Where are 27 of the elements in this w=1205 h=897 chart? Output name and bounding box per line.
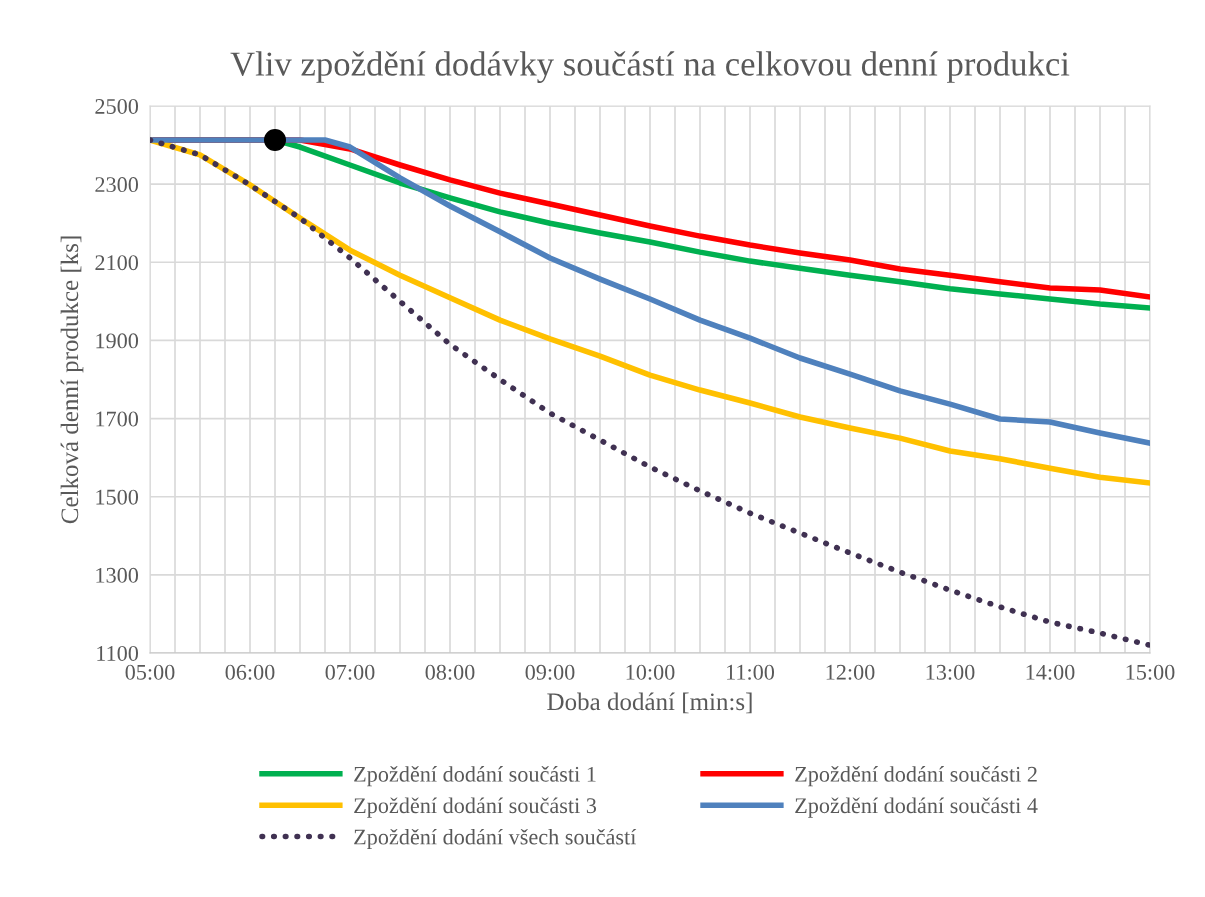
y-tick-label: 2500 [95,98,139,114]
x-tick-label: 14:00 [1026,664,1075,680]
x-tick-label: 05:00 [125,664,175,680]
x-tick-label: 11:00 [727,664,775,680]
legend-label: Zpoždění dodání součásti 4 [795,797,1038,818]
x-tick-label: 08:00 [425,664,475,680]
y-tick-label: 1300 [96,567,139,583]
y-tick-label: 2300 [95,177,139,193]
x-tick-label: 07:00 [325,664,375,680]
legend-label: Zpoždění dodání součásti 2 [795,766,1037,787]
x-tick-label: 13:00 [926,664,975,680]
chart-title: Vliv zpoždění dodávky součástí na celkovou denní produkci [230,51,1070,83]
legend-label: Zpoždění dodání součásti 3 [354,797,597,818]
x-tick-label: 10:00 [626,664,675,680]
x-tick-label: 12:00 [826,664,875,680]
x-tick-label: 15:00 [1126,664,1175,680]
x-tick-label: 09:00 [525,664,575,680]
legend-label: Zpoždění dodání všech součástí [354,828,637,850]
y-tick-label: 1900 [96,333,139,349]
y-tick-label: 1500 [96,489,139,505]
y-tick-label: 1700 [96,411,139,427]
legend-label: Zpoždění dodání součásti 1 [354,766,596,787]
y-tick-label: 2100 [95,255,139,271]
y-tick-label: 1100 [97,645,139,661]
y-axis-title: Celková denní produkce [ks] [60,236,84,524]
x-tick-label: 06:00 [225,664,275,680]
x-axis-title: Doba dodání [min:s] [547,692,752,714]
